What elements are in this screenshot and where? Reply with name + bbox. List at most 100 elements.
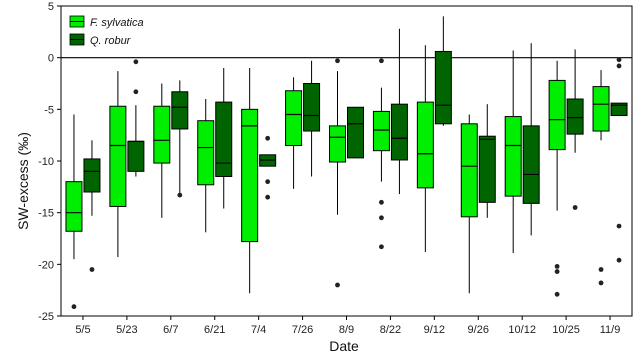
- box-iqr: [478, 135, 496, 203]
- outlier-point: [335, 282, 340, 288]
- x-tick-label: 6/21: [204, 324, 225, 336]
- box-iqr: [127, 140, 145, 172]
- box-qrobur: [478, 104, 496, 218]
- box-fsylvatica: [241, 68, 259, 294]
- outlier-point: [133, 59, 139, 65]
- box-qrobur: [83, 140, 101, 272]
- y-tick-label: -25: [38, 311, 54, 323]
- x-tick-label: 7/26: [292, 324, 313, 336]
- box-fsylvatica: [504, 50, 522, 253]
- box-fsylvatica: [592, 70, 610, 286]
- outlier-point: [379, 58, 384, 64]
- outlier-point: [71, 304, 77, 310]
- outlier-point: [379, 199, 384, 205]
- outlier-point: [598, 267, 604, 272]
- y-tick-label: -5: [44, 104, 54, 116]
- x-tick-label: 9/26: [468, 324, 489, 336]
- box-iqr: [109, 105, 127, 207]
- box-fsylvatica: [65, 114, 83, 310]
- box-iqr: [522, 125, 540, 204]
- x-tick-label: 5/5: [75, 324, 90, 336]
- box-iqr: [460, 123, 478, 218]
- outlier-point: [554, 269, 560, 274]
- box-fsylvatica: [329, 58, 346, 288]
- outlier-point: [265, 179, 271, 185]
- legend-label: Q. robur: [90, 35, 132, 47]
- box-iqr: [347, 106, 364, 159]
- box-qrobur: [171, 80, 189, 198]
- y-tick-label: -15: [38, 208, 54, 220]
- box-iqr: [65, 181, 83, 232]
- box-iqr: [372, 110, 390, 152]
- y-axis-title: SW-excess (‰): [15, 132, 31, 230]
- x-tick-label: 8/9: [339, 324, 354, 336]
- box-iqr: [504, 116, 522, 197]
- x-tick-label: 9/12: [424, 324, 445, 336]
- box-qrobur: [610, 57, 628, 263]
- legend-label: F. sylvatica: [90, 17, 144, 29]
- plot-frame: [60, 5, 633, 317]
- outlier-point: [554, 291, 560, 297]
- box-qrobur: [522, 43, 540, 236]
- box-fsylvatica: [197, 99, 215, 233]
- box-iqr: [197, 120, 215, 186]
- y-tick-label: 0: [48, 53, 54, 65]
- box-iqr: [171, 91, 189, 130]
- box-iqr: [434, 50, 452, 125]
- box-iqr: [285, 90, 303, 146]
- outlier-point: [616, 257, 622, 263]
- outlier-point: [554, 264, 560, 269]
- outlier-point: [265, 194, 271, 200]
- x-tick-label: 11/9: [600, 324, 621, 336]
- box-qrobur: [303, 60, 321, 177]
- x-axis-title: Date: [329, 338, 359, 354]
- box-fsylvatica: [372, 58, 390, 250]
- box-iqr: [592, 86, 610, 132]
- box-qrobur: [127, 59, 145, 177]
- box-qrobur: [215, 68, 233, 209]
- box-qrobur: [434, 16, 452, 126]
- box-qrobur: [259, 135, 277, 200]
- box-iqr: [241, 108, 259, 243]
- y-tick-label: -10: [38, 156, 54, 168]
- box-fsylvatica: [548, 60, 566, 297]
- outlier-point: [177, 192, 183, 198]
- outlier-point: [616, 223, 622, 229]
- box-iqr: [303, 83, 321, 132]
- box-iqr: [390, 103, 408, 161]
- box-qrobur: [566, 49, 584, 210]
- box-iqr: [416, 101, 434, 189]
- outlier-point: [265, 135, 271, 141]
- outlier-point: [572, 205, 578, 210]
- box-iqr: [566, 98, 584, 135]
- outlier-point: [616, 63, 622, 69]
- box-fsylvatica: [285, 77, 303, 189]
- box-qrobur: [390, 28, 408, 195]
- box-fsylvatica: [416, 45, 434, 252]
- x-tick-label: 10/12: [508, 324, 536, 336]
- box-iqr: [610, 102, 628, 117]
- outlier-point: [89, 267, 95, 272]
- box-iqr: [548, 79, 566, 151]
- x-tick-label: 7/4: [251, 324, 266, 336]
- box-iqr: [329, 125, 346, 163]
- outlier-point: [598, 280, 604, 286]
- box-iqr: [153, 105, 171, 164]
- outlier-point: [335, 58, 340, 64]
- outlier-point: [379, 244, 384, 250]
- y-tick-label: -20: [38, 259, 54, 271]
- y-tick-label: 5: [48, 1, 54, 13]
- box-fsylvatica: [460, 114, 478, 294]
- box-fsylvatica: [109, 71, 127, 258]
- x-tick-label: 8/22: [380, 324, 401, 336]
- outlier-point: [379, 215, 384, 221]
- box-qrobur: [347, 106, 364, 159]
- box-iqr: [215, 101, 233, 177]
- box-fsylvatica: [153, 83, 171, 218]
- x-tick-label: 6/7: [163, 324, 178, 336]
- x-tick-label: 5/23: [116, 324, 137, 336]
- outlier-point: [133, 89, 139, 95]
- outlier-point: [616, 57, 622, 63]
